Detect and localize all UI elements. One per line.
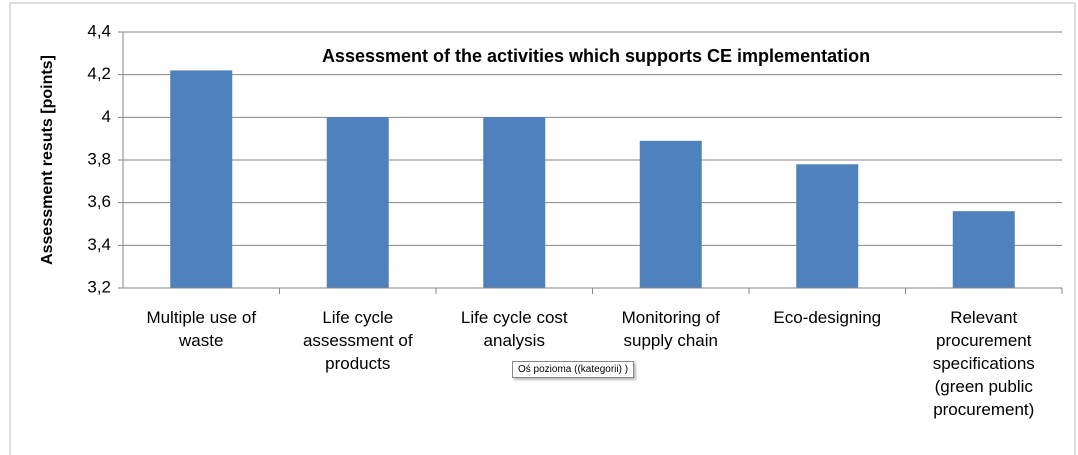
y-axis-label: Assessment resuts [points]	[39, 55, 56, 265]
tooltip: Oś pozioma ((kategorii) )	[512, 361, 635, 378]
x-tick-label: Life cycle assessment of products	[302, 308, 413, 373]
bar	[952, 211, 1015, 288]
y-tick-label: 3,4	[87, 235, 111, 254]
bar	[170, 70, 233, 289]
y-tick-label: 4,2	[87, 64, 111, 83]
y-tick-label: 3,2	[87, 277, 111, 296]
x-tick-label: Monitoring of supply chain	[621, 308, 720, 350]
y-tick-label: 3,8	[87, 149, 111, 168]
bar	[483, 117, 546, 288]
y-tick-label: 3,6	[87, 192, 111, 211]
y-tick-label: 4,4	[87, 21, 111, 40]
x-tick-label: Relevant procurement specifications (gre…	[932, 308, 1035, 419]
x-tick-label: Eco-designing	[773, 308, 882, 327]
x-tick-label: Multiple use of waste	[146, 308, 257, 350]
bar	[796, 164, 859, 288]
x-tick-label: Life cycle cost analysis	[460, 308, 568, 350]
y-tick-label: 4	[102, 107, 111, 126]
bar	[326, 117, 389, 288]
bar	[639, 140, 702, 288]
chart-title: Assessment of the activities which suppo…	[322, 46, 870, 66]
